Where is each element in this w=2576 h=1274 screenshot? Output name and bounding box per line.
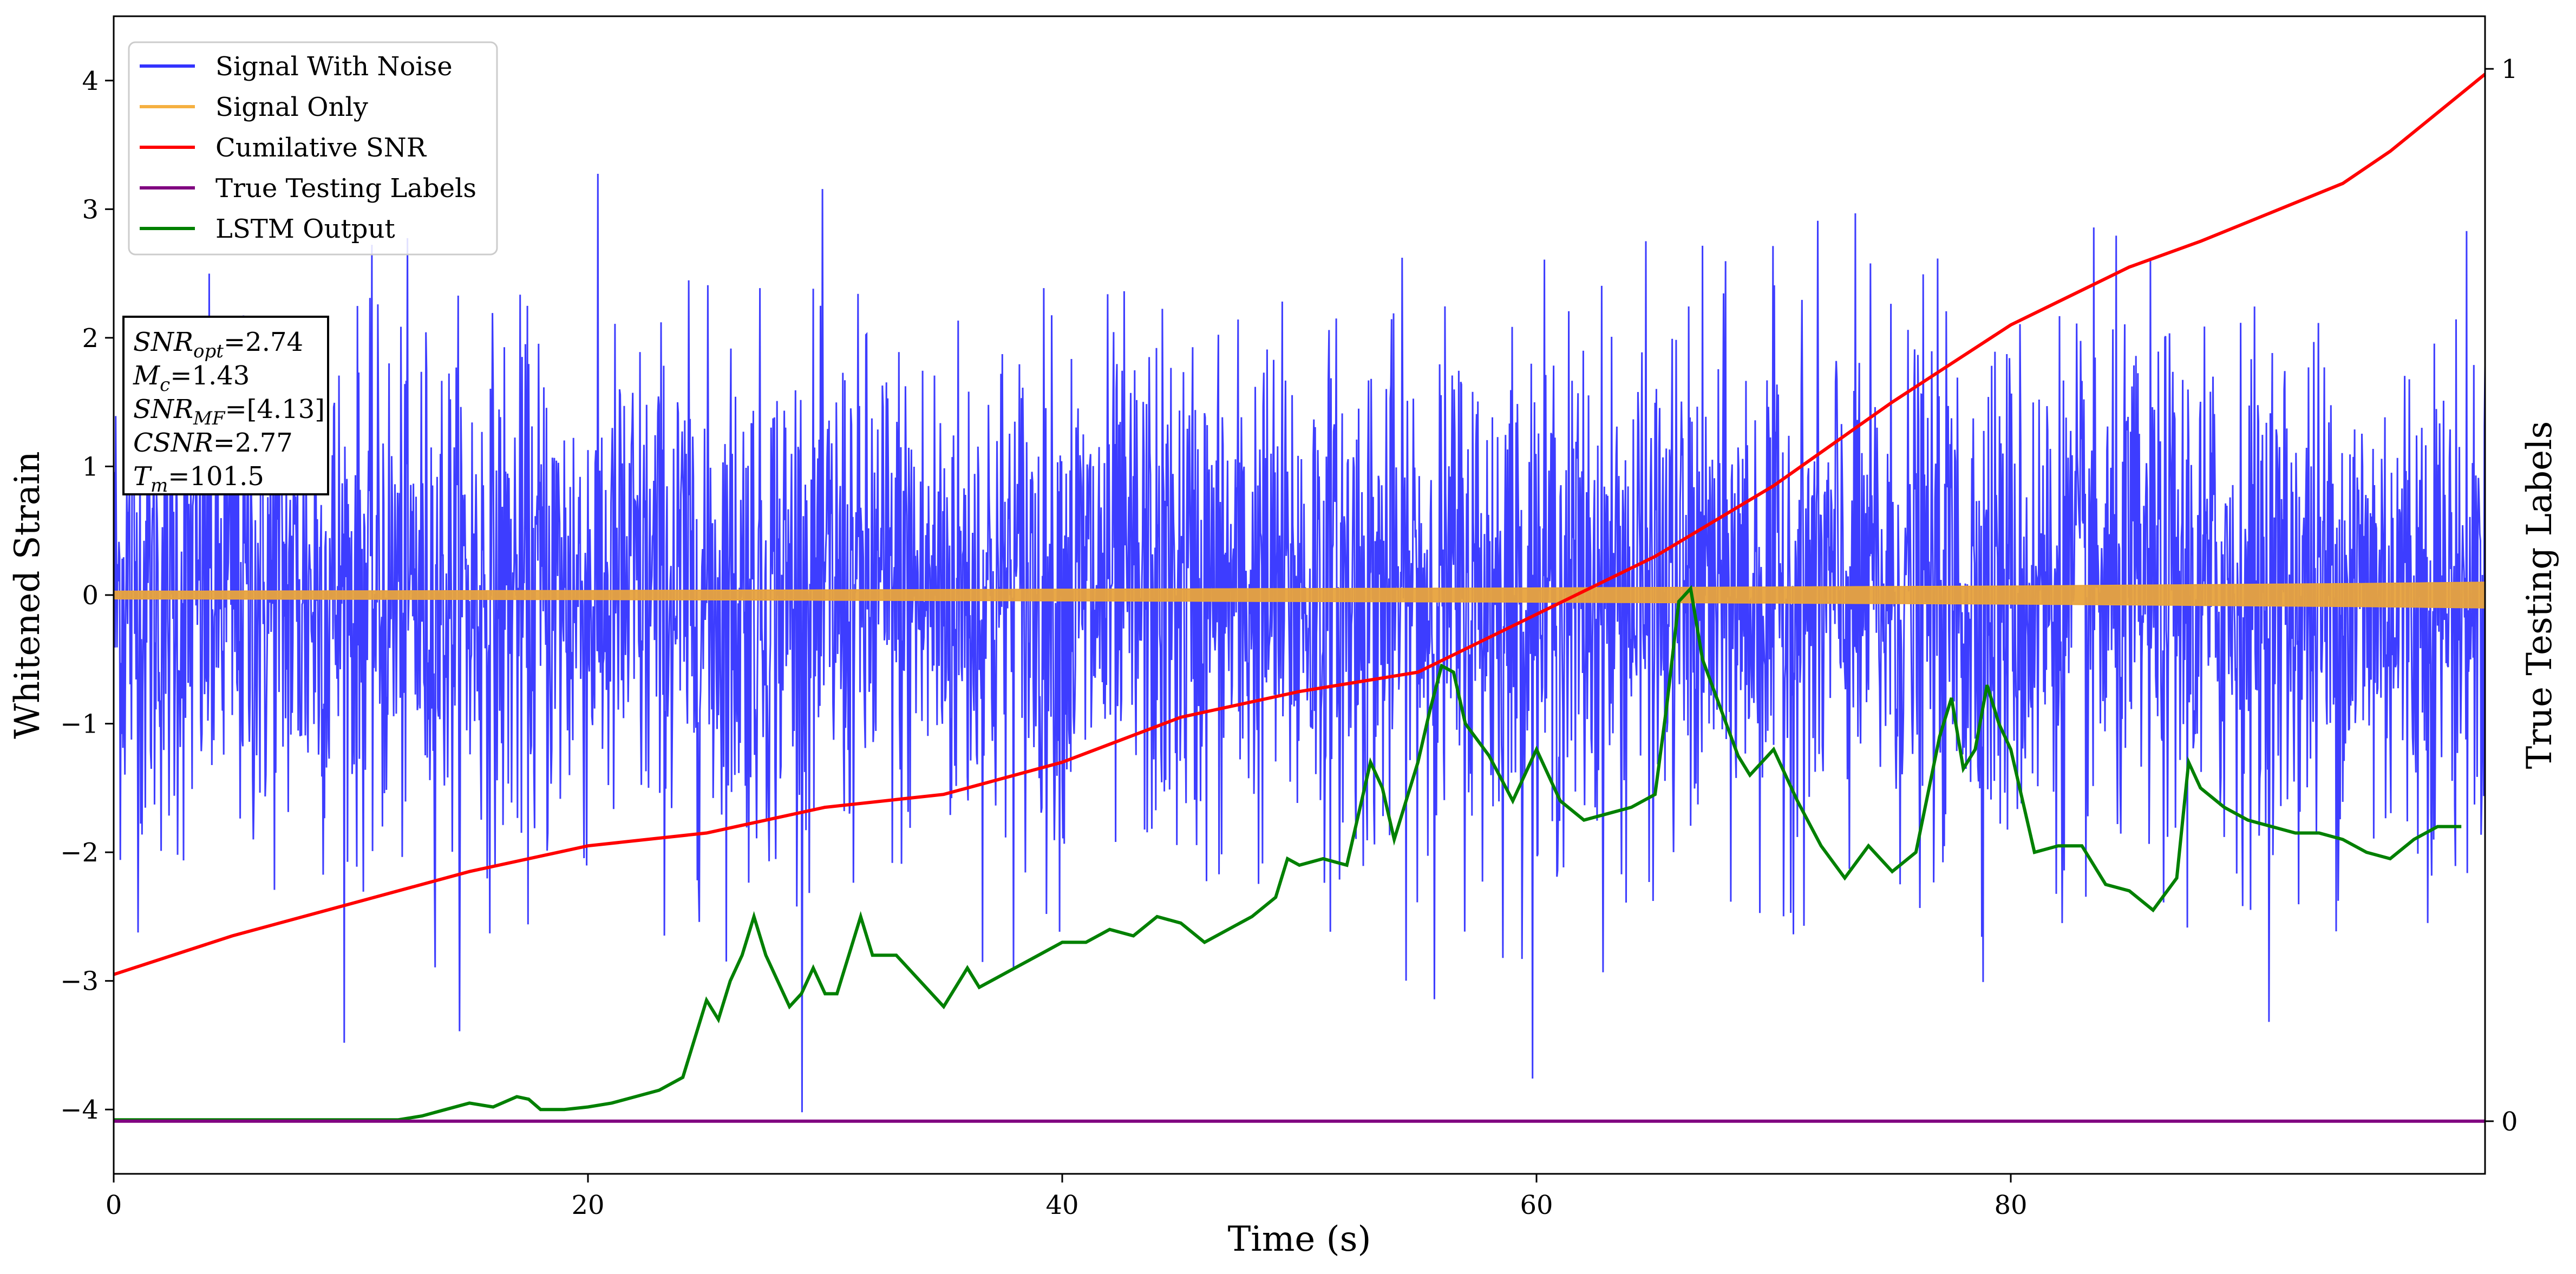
y-tick-label: 3	[82, 194, 99, 225]
legend-entry-label: Cumilative SNR	[215, 133, 427, 163]
x-axis-ticks: 0 20 40 60 80	[106, 1174, 2028, 1220]
y-tick-label: 2	[82, 323, 99, 354]
y-tick-label: 0	[82, 580, 99, 611]
legend-entry-label: True Testing Labels	[215, 173, 476, 204]
annotation-box: SNRopt=2.74Mc=1.43SNRMF=[4.13]CSNR=2.77T…	[122, 316, 329, 496]
legend: Signal With Noise Signal Only Cumilative S…	[128, 41, 498, 256]
x-tick-label: 20	[571, 1190, 604, 1220]
y2-tick-label: 1	[2501, 54, 2518, 84]
series-cumilative-snr	[113, 73, 2486, 976]
y2-axis-label: True Testing Labels	[2520, 421, 2560, 769]
legend-entry-label: LSTM Output	[215, 214, 395, 244]
y-tick-label: −2	[60, 838, 99, 868]
y2-tick-label: 0	[2501, 1107, 2518, 1137]
series-lstm-output	[114, 585, 2462, 1122]
x-tick-label: 0	[106, 1190, 122, 1220]
series-signal-with-noise	[113, 173, 2486, 1113]
annotation-line: SNRMF=[4.13]	[133, 394, 325, 429]
annotation-line: SNRopt=2.74	[133, 327, 303, 362]
legend-entry-label: Signal Only	[215, 92, 368, 122]
x-tick-label: 80	[1994, 1190, 2027, 1220]
y2-axis-ticks: 01	[2485, 54, 2518, 1137]
y-tick-label: 1	[82, 452, 99, 482]
y-axis-label: Whitened Strain	[8, 451, 48, 739]
x-tick-label: 60	[1520, 1190, 1553, 1220]
annotation-frame	[122, 316, 329, 495]
y-tick-label: −1	[60, 709, 99, 740]
x-tick-label: 40	[1045, 1190, 1078, 1220]
y-axis-ticks: −4 −3 −2 −1 0 1 2 3 4	[60, 66, 114, 1125]
annotation-line: Mc=1.43	[133, 361, 250, 396]
annotation-line: Tm=101.5	[133, 461, 264, 496]
legend-entry-label: Signal With Noise	[215, 51, 453, 82]
y-tick-label: −4	[60, 1095, 99, 1125]
x-axis-label: Time (s)	[1228, 1219, 1371, 1259]
y-tick-label: −3	[60, 966, 99, 997]
y-tick-label: 4	[82, 66, 99, 96]
legend-frame	[128, 41, 498, 256]
annotation-line: CSNR=2.77	[133, 428, 293, 458]
